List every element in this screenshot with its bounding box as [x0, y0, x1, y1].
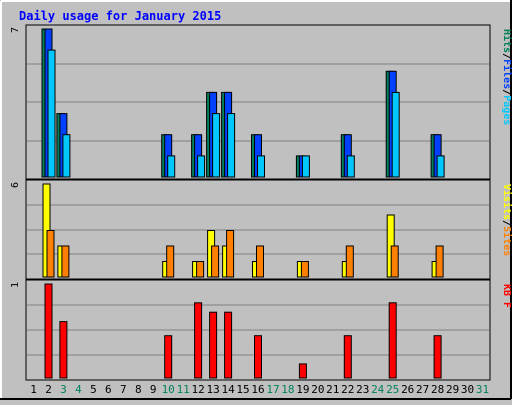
- x-tick-label-day-6: 6: [105, 383, 112, 396]
- legend-entry: /: [501, 220, 512, 226]
- x-tick-label-day-26: 26: [401, 383, 414, 396]
- bar-pages-day-22: [346, 155, 355, 178]
- bar-pages-day-19: [301, 155, 310, 178]
- legend-entry: /: [501, 53, 512, 59]
- bar-sites-day-28: [435, 245, 444, 278]
- legend-entry: KB F: [501, 284, 512, 308]
- x-tick-label-day-25: 25: [386, 383, 399, 396]
- bar-sites-day-25: [390, 245, 399, 278]
- x-tick-label-day-9: 9: [150, 383, 157, 396]
- bar-kbytes-day-25: [388, 302, 397, 379]
- x-tick-label-day-7: 7: [120, 383, 127, 396]
- bar-kbytes-day-16: [254, 335, 262, 379]
- legend-entry: Hits: [501, 29, 512, 53]
- bar-kbytes-day-3: [59, 321, 68, 379]
- panel-legend: KB F: [501, 284, 512, 308]
- bar-pages-day-14: [227, 113, 236, 178]
- bar-sites-day-22: [345, 245, 354, 278]
- chart-title: Daily usage for January 2015: [19, 9, 221, 23]
- bar-kbytes-day-2: [44, 283, 53, 379]
- x-tick-label-day-16: 16: [251, 383, 264, 396]
- x-tick-label-day-5: 5: [90, 383, 97, 396]
- x-tick-label-day-20: 20: [311, 383, 324, 396]
- x-tick-label-day-21: 21: [326, 383, 339, 396]
- bar-sites-day-3: [61, 245, 70, 278]
- bar-pages-day-3: [62, 134, 71, 178]
- legend-entry: Files: [501, 59, 512, 89]
- bar-pages-day-12: [197, 155, 206, 178]
- bar-sites-day-2: [46, 230, 55, 278]
- x-axis-labels: 1 2 3 4 5 6 7 8 9 10 11 12 13 14 15 16 17 18 19 20 21 22 23 24 2…: [30, 383, 489, 396]
- bar-sites-day-14: [226, 230, 235, 278]
- x-tick-label-day-12: 12: [191, 383, 204, 396]
- x-tick-label-day-23: 23: [356, 383, 369, 396]
- panel-legend: Hits/Files/Pages: [501, 29, 512, 125]
- x-tick-label-day-29: 29: [446, 383, 459, 396]
- x-tick-label-day-17: 17: [266, 383, 279, 396]
- panel-max-label: 1: [10, 282, 21, 288]
- x-tick-label-day-19: 19: [296, 383, 309, 396]
- bar-kbytes-day-12: [194, 302, 203, 379]
- panel-top: 7 Hits/Files/Pages: [10, 24, 512, 180]
- bar-kbytes-day-28: [433, 335, 442, 379]
- bar-sites-day-19: [300, 261, 309, 278]
- x-tick-label-day-18: 18: [281, 383, 294, 396]
- x-tick-label-day-1: 1: [30, 383, 37, 396]
- x-tick-label-day-3: 3: [60, 383, 67, 396]
- bar-kbytes-day-10: [164, 335, 173, 379]
- x-tick-label-day-11: 11: [177, 383, 190, 396]
- panel-middle: 6 Visits/Sites: [10, 179, 512, 280]
- bar-pages-day-13: [212, 113, 221, 178]
- bar-kbytes-day-19: [298, 363, 307, 379]
- x-tick-label-day-2: 2: [45, 383, 52, 396]
- panel-max-label: 7: [10, 27, 21, 33]
- bar-sites-day-12: [196, 261, 205, 278]
- bar-pages-day-16: [257, 155, 265, 178]
- bar-pages-day-2: [47, 49, 56, 178]
- bar-kbytes-day-13: [209, 311, 218, 379]
- x-tick-label-day-24: 24: [371, 383, 385, 396]
- x-tick-label-day-14: 14: [221, 383, 235, 396]
- bar-pages-day-28: [436, 155, 445, 178]
- panel-legend: Visits/Sites: [501, 184, 512, 256]
- x-tick-label-day-27: 27: [416, 383, 429, 396]
- bar-pages-day-10: [167, 155, 176, 178]
- legend-entry: Sites: [501, 226, 512, 256]
- bar-sites-day-10: [166, 245, 175, 278]
- legend-entry: Visits: [501, 184, 512, 220]
- x-tick-label-day-30: 30: [461, 383, 474, 396]
- bar-sites-day-13: [211, 245, 220, 278]
- x-tick-label-day-10: 10: [162, 383, 175, 396]
- bar-kbytes-day-22: [343, 335, 352, 379]
- x-tick-label-day-13: 13: [206, 383, 219, 396]
- x-tick-label-day-8: 8: [135, 383, 142, 396]
- panel-bottom: 1 KB F: [10, 279, 512, 381]
- panel-max-label: 6: [10, 182, 21, 188]
- x-tick-label-day-4: 4: [75, 383, 82, 396]
- legend-entry: Pages: [501, 95, 512, 125]
- bar-pages-day-25: [391, 91, 400, 178]
- x-tick-label-day-31: 31: [476, 383, 489, 396]
- x-tick-label-day-28: 28: [431, 383, 444, 396]
- legend-entry: /: [501, 89, 512, 95]
- x-tick-label-day-15: 15: [236, 383, 249, 396]
- x-tick-label-day-22: 22: [341, 383, 354, 396]
- bar-sites-day-16: [256, 245, 264, 278]
- bar-kbytes-day-14: [224, 311, 233, 379]
